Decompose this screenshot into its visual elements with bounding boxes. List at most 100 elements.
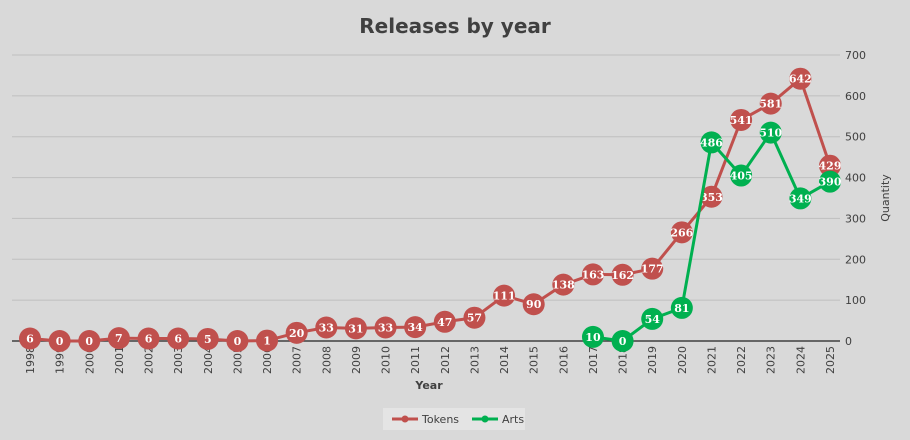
x-tick-label: 2015 bbox=[528, 346, 541, 374]
data-point bbox=[700, 131, 723, 154]
x-tick-label: 2022 bbox=[735, 346, 748, 374]
data-point bbox=[522, 293, 545, 316]
data-label: 138 bbox=[552, 279, 575, 292]
data-point bbox=[819, 170, 841, 193]
x-tick-label: 2002 bbox=[143, 346, 156, 374]
y-axis-label: Quantity bbox=[879, 174, 892, 222]
data-point bbox=[78, 330, 101, 352]
data-label: 581 bbox=[759, 98, 782, 111]
data-point bbox=[256, 329, 279, 352]
x-tick-label: 2011 bbox=[409, 346, 422, 374]
x-tick-label: 2020 bbox=[676, 346, 689, 374]
data-label: 541 bbox=[730, 114, 753, 127]
data-label: 6 bbox=[174, 333, 182, 346]
y-tick-label: 200 bbox=[845, 253, 866, 266]
data-label: 33 bbox=[319, 322, 334, 335]
y-tick-label: 300 bbox=[845, 212, 866, 225]
y-tick-label: 500 bbox=[845, 131, 866, 144]
y-tick-label: 100 bbox=[845, 294, 866, 307]
x-tick-label: 2025 bbox=[824, 346, 837, 374]
data-label: 6 bbox=[145, 333, 153, 346]
x-tick-label: 1998 bbox=[24, 346, 37, 374]
x-tick-label: 2008 bbox=[320, 346, 333, 374]
data-label: 486 bbox=[700, 136, 723, 149]
data-label: 47 bbox=[437, 316, 452, 329]
x-tick-label: 1999 bbox=[54, 346, 67, 374]
x-tick-label: 2012 bbox=[439, 346, 452, 374]
data-label: 266 bbox=[670, 226, 693, 239]
x-tick-label: 2024 bbox=[794, 346, 807, 374]
x-tick-label: 2021 bbox=[705, 346, 718, 374]
data-point bbox=[819, 154, 841, 177]
data-label: 54 bbox=[645, 313, 661, 326]
data-label: 163 bbox=[581, 268, 604, 281]
data-label: 429 bbox=[819, 160, 842, 173]
data-point bbox=[137, 327, 160, 350]
x-tick-label: 2006 bbox=[261, 346, 274, 374]
y-tick-label: 600 bbox=[845, 90, 866, 103]
data-point bbox=[730, 108, 753, 131]
legend-box bbox=[383, 408, 525, 430]
x-tick-label: 2004 bbox=[202, 346, 215, 374]
data-point bbox=[19, 327, 41, 350]
x-tick-label: 2016 bbox=[557, 346, 570, 374]
data-label: 5 bbox=[204, 333, 212, 346]
data-label: 6 bbox=[26, 333, 34, 346]
data-point bbox=[167, 327, 190, 350]
x-tick-label: 2005 bbox=[231, 346, 244, 374]
data-label: 353 bbox=[700, 191, 723, 204]
chart-title: Releases by year bbox=[359, 14, 551, 38]
data-point bbox=[196, 327, 219, 350]
data-point bbox=[463, 306, 486, 329]
data-label: 0 bbox=[619, 335, 627, 348]
data-label: 405 bbox=[730, 170, 753, 183]
data-point bbox=[404, 316, 427, 339]
data-label: 57 bbox=[467, 312, 482, 325]
x-tick-label: 2003 bbox=[172, 346, 185, 374]
data-point bbox=[611, 330, 634, 352]
data-label: 0 bbox=[234, 335, 242, 348]
data-label: 31 bbox=[348, 322, 363, 335]
data-point bbox=[611, 263, 634, 286]
legend-swatch-marker bbox=[481, 415, 489, 423]
data-label: 7 bbox=[115, 332, 123, 345]
x-tick-label: 2023 bbox=[765, 346, 778, 374]
data-label: 81 bbox=[674, 302, 689, 315]
y-tick-label: 0 bbox=[845, 335, 852, 348]
data-label: 177 bbox=[641, 263, 664, 276]
data-point bbox=[759, 92, 782, 115]
data-label: 162 bbox=[611, 269, 634, 282]
data-label: 390 bbox=[819, 176, 842, 189]
data-point bbox=[107, 327, 130, 350]
x-tick-label: 2014 bbox=[498, 346, 511, 374]
data-label: 349 bbox=[789, 192, 812, 205]
series-line bbox=[29, 77, 832, 343]
data-point bbox=[581, 325, 604, 348]
series-tokens: 6 0 0 7 6 6 5 0 1 20 33 31 33 34 47 57 111 90 138 163 162 177… bbox=[19, 67, 842, 352]
data-point bbox=[759, 121, 782, 144]
data-point bbox=[641, 307, 664, 330]
x-tick-label: 2000 bbox=[83, 346, 96, 374]
data-label: 90 bbox=[526, 298, 542, 311]
y-tick-label: 700 bbox=[845, 49, 866, 62]
data-point bbox=[226, 330, 249, 352]
data-point bbox=[670, 296, 693, 319]
data-label: 20 bbox=[289, 327, 305, 340]
data-point bbox=[493, 284, 516, 307]
data-label: 0 bbox=[85, 335, 93, 348]
data-label: 34 bbox=[408, 321, 424, 334]
data-label: 642 bbox=[789, 73, 812, 86]
legend-label: Tokens bbox=[421, 413, 459, 426]
data-point bbox=[789, 67, 812, 90]
data-point bbox=[285, 321, 308, 344]
x-axis-label: Year bbox=[414, 379, 443, 392]
data-label: 33 bbox=[378, 322, 393, 335]
data-label: 10 bbox=[585, 331, 601, 344]
data-point bbox=[641, 257, 664, 280]
data-point bbox=[552, 273, 575, 296]
x-tick-label: 2007 bbox=[291, 346, 304, 374]
series-arts: 10 0 54 81 486 405 510 349 390 bbox=[581, 121, 842, 352]
data-point bbox=[670, 221, 693, 244]
data-label: 510 bbox=[759, 127, 782, 140]
